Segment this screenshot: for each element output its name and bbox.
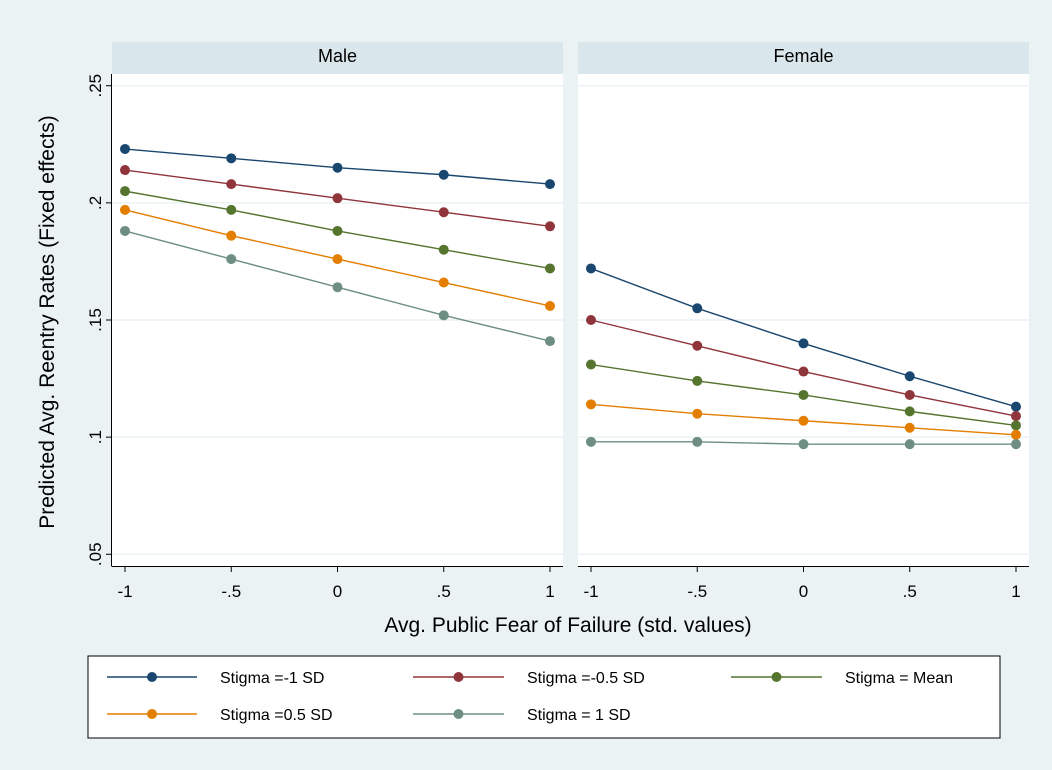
y-tick-label: .15 [86,308,105,332]
data-point [438,169,449,180]
panel-header [578,42,1029,74]
y-tick-label: .2 [86,196,105,210]
x-tick-label: .5 [903,582,917,601]
data-point [332,282,343,293]
x-tick-label: -.5 [687,582,707,601]
data-point [798,366,809,377]
x-tick-label: -.5 [221,582,241,601]
y-tick-label: .1 [86,430,105,444]
data-point [1011,420,1021,431]
data-point [120,204,130,215]
legend-marker [453,709,464,719]
data-point [586,315,596,325]
legend-marker [453,672,464,682]
data-point [692,436,703,447]
data-point [226,179,237,190]
y-axis-title: Predicted Avg. Reentry Rates (Fixed effe… [36,115,59,529]
data-point [904,422,915,433]
data-point [226,254,237,265]
panel-female: Female -1 -.5 0 .5 1 [578,42,1029,601]
data-point [120,143,130,154]
data-point [545,263,555,274]
data-point [438,310,449,321]
y-tick-label: .05 [86,542,105,566]
legend-item: Stigma =-1 SD [107,670,324,687]
data-point [545,179,555,190]
data-point [692,375,703,386]
legend-marker [147,709,157,719]
plot-panels: Male .05 .1 .15 .2 .25 -1 -.5 0 .5 1 Female -1 -.5 0 .5… [86,42,1029,601]
data-point [798,389,809,400]
data-point [226,204,237,215]
data-point [545,336,555,347]
data-point [904,406,915,417]
data-point [586,263,596,274]
data-point [692,408,703,419]
data-point [1011,429,1021,440]
data-point [438,244,449,255]
panel-title: Male [318,46,357,66]
data-point [332,254,343,265]
legend-label: Stigma =-0.5 SD [527,670,645,687]
data-point [438,207,449,218]
data-point [120,186,130,197]
data-point [692,303,703,314]
x-axis-title: Avg. Public Fear of Failure (std. values… [384,614,751,637]
data-point [798,338,809,349]
data-point [798,415,809,426]
y-tick-label: .25 [86,74,105,98]
data-point [586,436,596,447]
legend: Stigma =-1 SD Stigma =-0.5 SD Stigma = Mea… [87,655,1001,739]
data-point [1011,411,1021,422]
x-tick-label: 1 [1011,582,1020,601]
legend-item: Stigma =-0.5 SD [413,670,645,687]
panel-male: Male .05 .1 .15 .2 .25 -1 -.5 0 .5 1 [86,42,563,601]
panel-title: Female [773,46,833,66]
data-point [545,300,555,311]
legend-item: Stigma = 1 SD [413,707,631,724]
data-point [226,153,237,164]
data-point [692,340,703,351]
x-tick-label: 0 [799,582,808,601]
data-point [1011,401,1021,412]
data-point [586,359,596,370]
data-point [798,439,809,450]
x-tick-label: -1 [117,582,132,601]
data-point [904,389,915,400]
legend-label: Stigma =0.5 SD [220,707,333,724]
data-point [904,371,915,382]
data-point [586,399,596,410]
data-point [332,193,343,204]
legend-marker [147,672,157,682]
legend-label: Stigma = 1 SD [527,707,631,724]
data-point [332,225,343,236]
data-point [120,225,130,236]
data-point [904,439,915,450]
legend-box [87,655,1001,739]
data-point [545,221,555,232]
panel-header [112,42,563,74]
legend-label: Stigma = Mean [845,670,953,687]
data-point [1011,439,1021,450]
legend-item: Stigma =0.5 SD [107,707,333,724]
legend-item: Stigma = Mean [731,670,953,687]
legend-marker [771,672,782,682]
data-point [226,230,237,241]
legend-label: Stigma =-1 SD [220,670,324,687]
data-point [332,162,343,173]
x-tick-label: -1 [583,582,598,601]
x-tick-label: 0 [333,582,342,601]
data-point [120,165,130,176]
x-tick-label: .5 [437,582,451,601]
x-tick-label: 1 [545,582,554,601]
data-point [438,277,449,288]
